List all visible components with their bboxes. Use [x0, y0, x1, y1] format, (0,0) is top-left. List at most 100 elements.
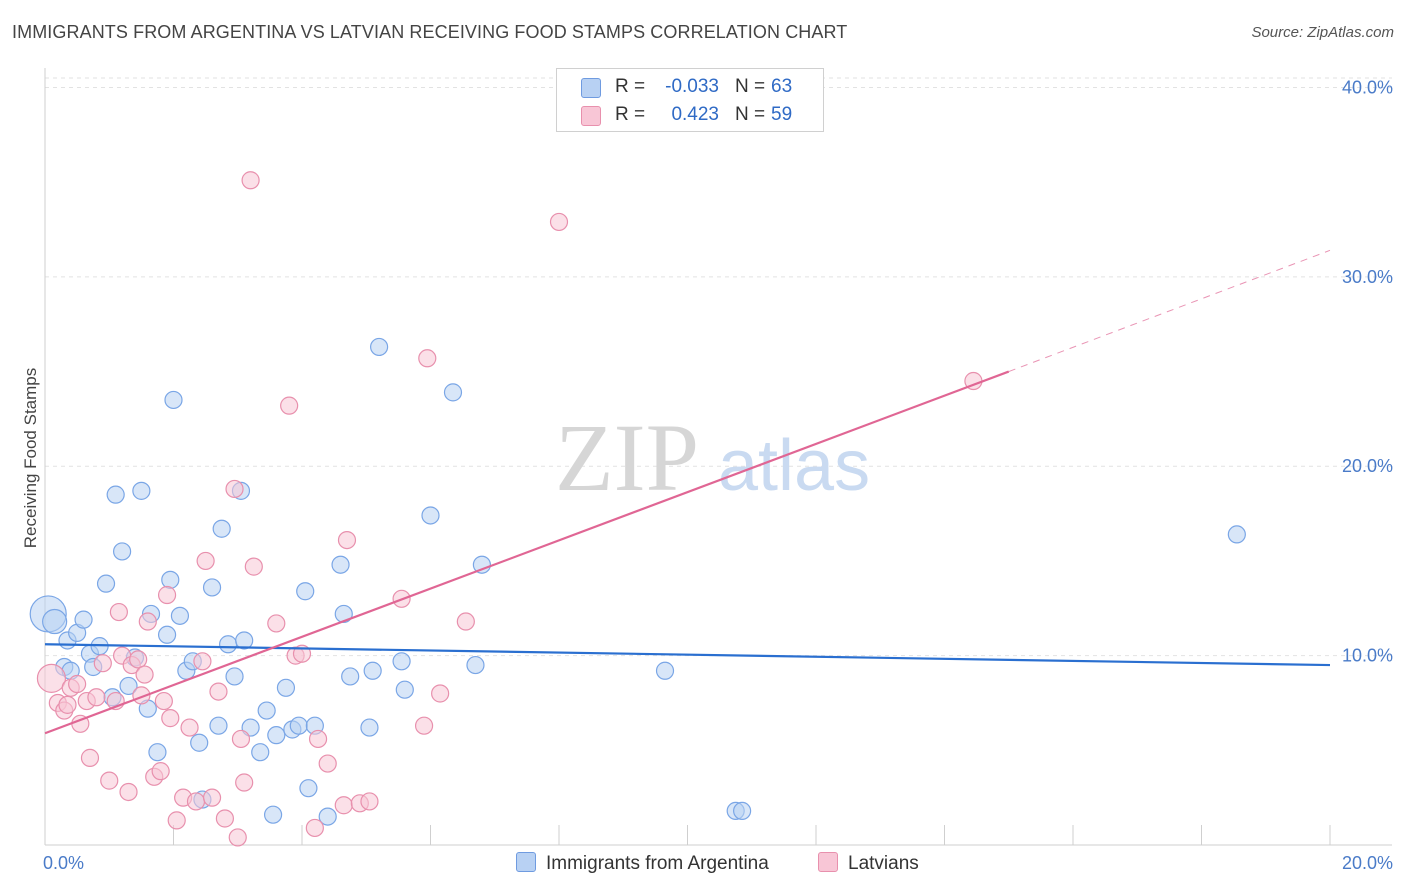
point-latvians [157, 585, 177, 605]
point-argentina [251, 743, 270, 762]
legend-r-value: -0.033 [665, 76, 719, 97]
point-latvians [267, 614, 286, 633]
point-latvians [68, 674, 87, 694]
point-argentina [421, 506, 440, 525]
legend-swatch-latvians [818, 852, 838, 872]
axes [44, 68, 1392, 846]
point-argentina [392, 652, 411, 671]
legend-label-latvians: Latvians [848, 853, 919, 874]
point-latvians [228, 828, 247, 847]
point-argentina [299, 779, 318, 798]
y-tick-label: 40.0% [1342, 77, 1393, 97]
point-latvians [138, 612, 157, 631]
point-argentina [161, 570, 180, 589]
y-tick-label: 10.0% [1342, 646, 1393, 666]
point-latvians [334, 796, 353, 815]
stats-legend: R = -0.033 N = 63 R = 0.423 N = 59 [556, 68, 824, 132]
legend-row-latvians: R = 0.423 N = 59 [557, 101, 823, 129]
x-tick-label: 0.0% [43, 853, 84, 873]
point-latvians [180, 718, 199, 737]
point-argentina [466, 655, 485, 675]
point-argentina [276, 678, 296, 697]
point-latvians [414, 716, 434, 735]
point-argentina [360, 718, 379, 737]
legend-r-label: R = [615, 76, 646, 97]
point-latvians [235, 773, 254, 792]
point-argentina [655, 661, 675, 680]
y-axis-label: Receiving Food Stamps [21, 368, 40, 548]
point-latvians [456, 612, 475, 631]
point-argentina [363, 661, 382, 680]
point-argentina [370, 337, 389, 357]
point-latvians [431, 684, 450, 703]
legend-swatch-latvians [581, 106, 601, 126]
point-latvians [58, 695, 77, 714]
legend-n-label: N = [735, 104, 766, 125]
point-argentina [170, 606, 190, 625]
point-argentina [443, 383, 463, 402]
trend-line-latvians-extension [1008, 249, 1331, 373]
point-latvians [209, 682, 228, 701]
point-argentina [202, 578, 222, 597]
point-latvians [244, 557, 263, 576]
data-points [29, 171, 1246, 847]
legend-r-label: R = [615, 104, 646, 125]
point-latvians [549, 212, 569, 232]
point-latvians [109, 602, 128, 622]
point-argentina [212, 519, 231, 538]
legend-n-value: 63 [771, 76, 793, 97]
point-argentina [219, 635, 238, 654]
chart-source: Source: ZipAtlas.com [1251, 24, 1394, 41]
legend-item-argentina[interactable]: Immigrants from Argentina [516, 852, 769, 875]
point-latvians [225, 479, 244, 499]
point-argentina [267, 726, 286, 745]
legend-n-value: 59 [771, 104, 793, 125]
point-latvians [161, 709, 180, 728]
point-latvians [360, 792, 379, 811]
point-latvians [241, 171, 260, 190]
point-latvians [154, 691, 173, 711]
point-argentina [318, 807, 337, 826]
watermark-atlas: atlas [718, 426, 870, 506]
legend-label-argentina: Immigrants from Argentina [546, 853, 769, 874]
point-latvians [193, 652, 212, 671]
tick-labels: 10.0% 20.0% 30.0% 40.0% 0.0% 20.0% [43, 77, 1393, 873]
legend-r-value: 0.423 [671, 104, 719, 125]
trend-lines [44, 249, 1331, 735]
point-latvians [231, 729, 251, 749]
y-tick-label: 20.0% [1342, 456, 1393, 476]
x-tick-label: 20.0% [1342, 853, 1393, 873]
trend-line-latvians [44, 370, 1010, 735]
watermark-zip: ZIP [555, 404, 699, 511]
trend-line-argentina [44, 643, 1331, 667]
point-latvians [135, 665, 154, 684]
point-argentina [296, 582, 315, 601]
point-argentina [157, 625, 177, 644]
point-argentina [112, 542, 132, 561]
point-latvians [87, 688, 106, 707]
point-argentina [331, 555, 350, 574]
y-tick-label: 30.0% [1342, 267, 1393, 287]
point-latvians [36, 663, 67, 693]
point-argentina [164, 390, 183, 410]
point-latvians [129, 650, 148, 669]
chart-title: IMMIGRANTS FROM ARGENTINA VS LATVIAN REC… [12, 22, 848, 42]
point-latvians [305, 818, 324, 838]
point-latvians [318, 754, 337, 773]
legend-n-label: N = [735, 76, 766, 97]
legend-swatch-argentina [581, 78, 601, 98]
point-latvians [151, 762, 170, 781]
point-latvians [119, 782, 138, 802]
point-latvians [280, 396, 299, 415]
point-latvians [100, 771, 119, 790]
point-argentina [733, 801, 752, 821]
point-latvians [337, 530, 357, 550]
point-argentina [334, 604, 353, 624]
point-argentina [395, 680, 414, 699]
legend-item-latvians[interactable]: Latvians [818, 852, 919, 875]
watermark: ZIP atlas [555, 404, 870, 511]
point-argentina [225, 667, 244, 686]
point-latvians [186, 792, 206, 811]
point-argentina [263, 805, 283, 824]
